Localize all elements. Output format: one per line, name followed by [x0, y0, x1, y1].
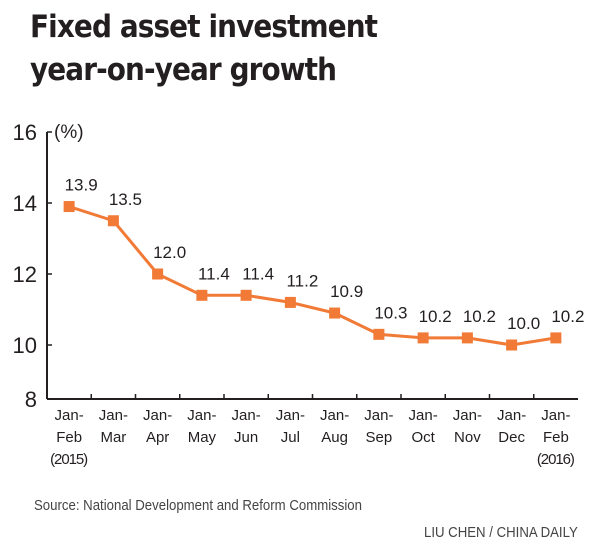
x-tick-label: Jan- — [364, 407, 393, 424]
x-tick-label: Feb — [56, 429, 82, 446]
title-line-2: year-on-year growth — [30, 52, 337, 88]
data-label: 11.2 — [286, 271, 318, 290]
data-label: 10.2 — [551, 307, 584, 326]
x-tick-label: Sep — [366, 429, 393, 446]
data-point — [196, 289, 208, 301]
data-point — [284, 296, 296, 308]
chart-title: Fixed asset investment year-on-year grow… — [30, 6, 378, 92]
x-tick-label: Jan- — [232, 407, 261, 424]
x-tick-label: (2015) — [50, 451, 88, 468]
y-tick-label: 12 — [13, 262, 37, 287]
x-tick-label: Jul — [281, 429, 300, 446]
data-point — [550, 332, 562, 344]
series-line — [68, 205, 557, 347]
data-label: 10.9 — [330, 282, 363, 301]
x-tick-label: Jan- — [187, 407, 216, 424]
x-tick-label: (2016) — [537, 451, 575, 468]
x-tick-label: Dec — [498, 429, 525, 446]
data-point — [152, 268, 164, 280]
data-point — [373, 328, 385, 340]
data-point — [461, 332, 473, 344]
x-tick-label: Nov — [454, 429, 481, 446]
y-axis-unit: (%) — [54, 122, 84, 143]
data-label: 10.0 — [507, 314, 540, 333]
data-point — [417, 332, 429, 344]
data-point — [63, 201, 75, 213]
y-tick-label: 10 — [13, 333, 37, 358]
data-label: 12.0 — [153, 243, 186, 262]
x-tick-label: Oct — [411, 429, 435, 446]
x-tick-label: Jan- — [497, 407, 526, 424]
data-label: 11.4 — [242, 264, 274, 283]
x-tick-label: Jan- — [276, 407, 305, 424]
data-point — [240, 289, 252, 301]
data-point — [329, 307, 341, 319]
source-note: Source: National Development and Reform … — [34, 497, 362, 514]
data-label: 13.9 — [65, 176, 98, 195]
x-tick-label: Jan- — [143, 407, 172, 424]
y-tick-label: 16 — [13, 120, 37, 145]
data-label: 13.5 — [109, 190, 142, 209]
x-tick-label: Jan- — [541, 407, 570, 424]
x-tick-label: Mar — [100, 429, 126, 446]
x-tick-label: Jan- — [99, 407, 128, 424]
x-tick-label: Jan- — [320, 407, 349, 424]
title-line-1: Fixed asset investment — [30, 9, 378, 45]
x-tick-label: Apr — [146, 429, 169, 446]
data-point — [107, 215, 119, 227]
data-label: 10.2 — [463, 307, 496, 326]
data-point — [506, 339, 518, 351]
data-label: 10.3 — [374, 303, 407, 322]
x-tick-label: Jan- — [55, 407, 84, 424]
x-tick-label: Aug — [321, 429, 348, 446]
data-label: 11.4 — [198, 264, 230, 283]
credit: LIU CHEN / CHINA DAILY — [424, 524, 578, 541]
x-tick-label: May — [188, 429, 217, 446]
x-tick-label: Feb — [543, 429, 569, 446]
x-tick-label: Jun — [234, 429, 258, 446]
data-label: 10.2 — [419, 307, 452, 326]
y-tick-label: 8 — [25, 387, 37, 412]
x-tick-label: Jan- — [453, 407, 482, 424]
y-tick-label: 14 — [13, 191, 37, 216]
x-tick-label: Jan- — [409, 407, 438, 424]
